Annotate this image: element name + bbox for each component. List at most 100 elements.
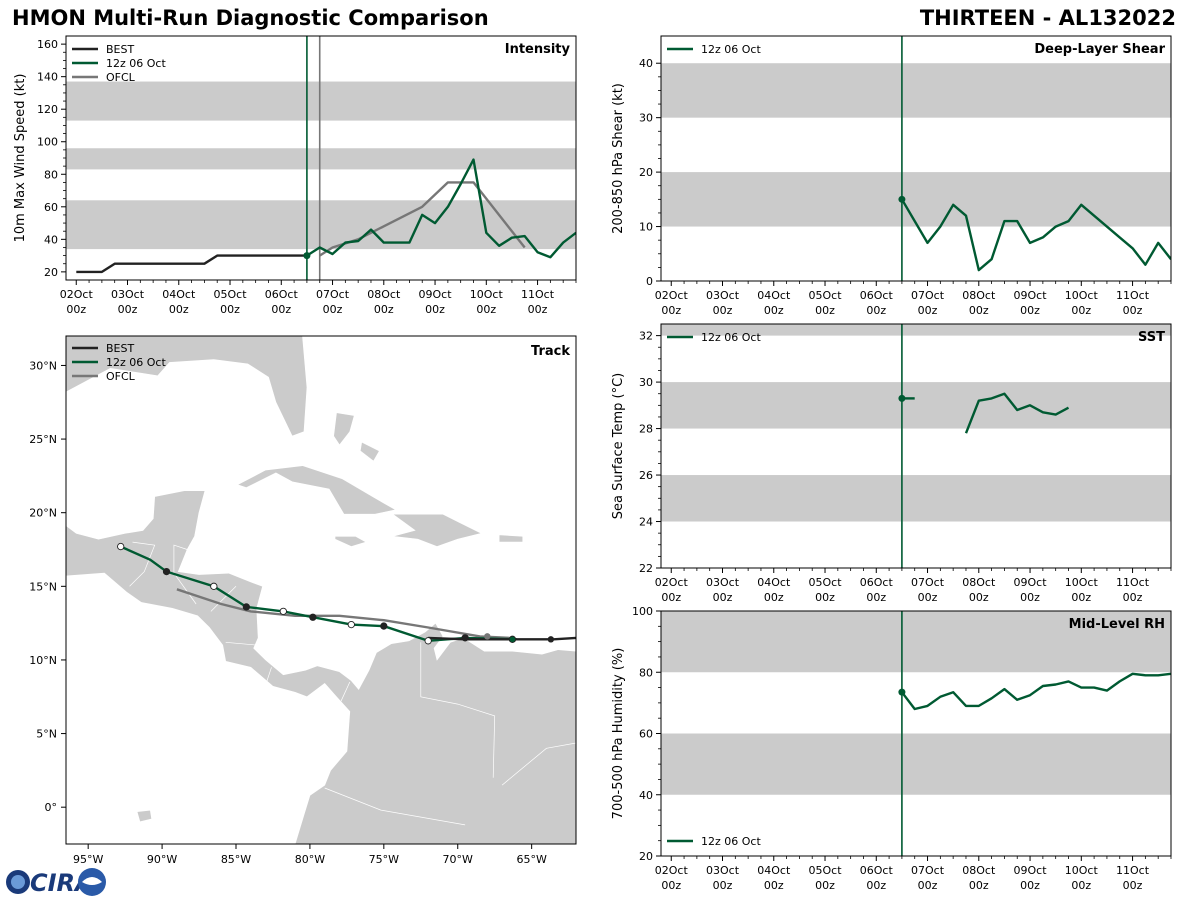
intensity-xtick-label: 06Oct <box>265 288 299 301</box>
sst-ytick-label: 24 <box>639 516 653 529</box>
sst-xtick-label: 03Oct <box>706 576 740 589</box>
intensity-xtick-label: 03Oct <box>111 288 145 301</box>
sst-xtick-label: 02Oct <box>655 576 689 589</box>
intensity-xtick-sublabel: 00z <box>476 303 496 316</box>
shear-init-point <box>898 195 906 203</box>
intensity-init-point <box>303 252 311 260</box>
track-ytick-label: 0° <box>45 801 58 814</box>
sst-ytick-label: 32 <box>639 330 653 343</box>
rh-xtick-sublabel: 00z <box>969 879 989 892</box>
track-land <box>66 336 576 844</box>
sst-xtick-label: 07Oct <box>911 576 945 589</box>
sst-xtick-label: 04Oct <box>757 576 791 589</box>
rh-xtick-sublabel: 00z <box>866 879 886 892</box>
shear-xtick-sublabel: 00z <box>764 304 784 317</box>
shear-xtick-label: 06Oct <box>860 289 894 302</box>
country-border <box>265 667 272 686</box>
track-model-point <box>424 637 432 645</box>
sst-xtick-label: 06Oct <box>860 576 894 589</box>
rh-xtick-label: 11Oct <box>1116 864 1150 877</box>
track-model-point <box>242 603 250 611</box>
shear-xtick-label: 07Oct <box>911 289 945 302</box>
rh-xtick-sublabel: 00z <box>918 879 938 892</box>
country-border <box>225 641 259 646</box>
rh-xtick-label: 08Oct <box>962 864 996 877</box>
track-xtick-label: 85°W <box>221 853 251 866</box>
galapagos-land <box>136 809 153 823</box>
intensity-series-group <box>76 158 576 274</box>
country-border <box>173 572 197 605</box>
track-ofcl-line <box>176 588 510 640</box>
bahamas-land <box>333 412 355 446</box>
track-legend-label: OFCL <box>106 370 136 383</box>
sst-xtick-label: 05Oct <box>809 576 843 589</box>
rh-xtick-label: 02Oct <box>655 864 689 877</box>
rh-xtick-sublabel: 00z <box>713 879 733 892</box>
rh-xtick-label: 07Oct <box>911 864 945 877</box>
track-model-point <box>279 607 287 616</box>
track-model-point <box>461 634 469 642</box>
sst-xtick-sublabel: 00z <box>764 591 784 604</box>
rh-ytick-label: 20 <box>639 850 653 863</box>
shear-xtick-sublabel: 00z <box>1020 304 1040 317</box>
shear-xtick-label: 04Oct <box>757 289 791 302</box>
rh-threshold-band <box>661 611 1171 673</box>
shear-xtick-sublabel: 00z <box>1071 304 1091 317</box>
north-america-land <box>66 336 308 437</box>
sst-ylabel: Sea Surface Temp (°C) <box>611 373 626 520</box>
intensity-threshold-band <box>66 148 576 170</box>
sst-threshold-band <box>661 324 1171 336</box>
shear-xtick-label: 11Oct <box>1116 289 1150 302</box>
track-panel: 95°W 90°W 85°W 80°W 75°W 70°W 65°W 0° 5°N 10°N 15°… <box>29 335 577 866</box>
cira-logo: CIRA <box>6 868 106 897</box>
shear-xtick-label: 09Oct <box>1014 289 1048 302</box>
rh-ytick-label: 40 <box>639 789 653 802</box>
rh-xtick-label: 05Oct <box>809 864 843 877</box>
intensity-ytick-label: 20 <box>44 266 58 279</box>
sst-panel-title: SST <box>1138 330 1165 345</box>
track-model-point <box>508 635 517 643</box>
track-model-point <box>347 620 355 629</box>
intensity-ytick-label: 140 <box>37 71 58 84</box>
rh-ylabel: 700-500 hPa Humidity (%) <box>611 648 626 820</box>
rh-xtick-sublabel: 00z <box>815 879 835 892</box>
sst-xtick-sublabel: 00z <box>1123 591 1143 604</box>
shear-panel: 0 10 20 30 40 02Oct 00z 03Oct 00z 04Oct 00z 05Oct 00… <box>611 35 1172 317</box>
intensity-ytick-label: 40 <box>44 233 58 246</box>
track-best-line <box>428 636 576 641</box>
track-model-point <box>210 582 218 590</box>
intensity-xtick-label: 10Oct <box>470 288 504 301</box>
track-model-point <box>380 622 388 630</box>
puerto-rico-land <box>498 534 524 543</box>
track-model-point <box>117 542 125 551</box>
sst-xtick-label: 11Oct <box>1116 576 1150 589</box>
sst-xtick-label: 08Oct <box>962 576 996 589</box>
sst-ytick-label: 28 <box>639 423 653 436</box>
rh-threshold-band <box>661 733 1171 795</box>
intensity-xtick-label: 09Oct <box>419 288 453 301</box>
rh-legend-label: 12z 06 Oct <box>701 835 761 848</box>
country-border <box>420 642 496 778</box>
sst-threshold-band <box>661 475 1171 522</box>
rh-xtick-sublabel: 00z <box>1123 879 1143 892</box>
sst-legend-label: 12z 06 Oct <box>701 331 761 344</box>
rh-init-point <box>898 688 906 696</box>
intensity-ylabel: 10m Max Wind Speed (kt) <box>13 74 28 243</box>
country-border <box>173 544 188 574</box>
cuba-land <box>236 465 397 515</box>
sst-ytick-label: 26 <box>639 469 653 482</box>
shear-ytick-label: 10 <box>639 221 653 234</box>
rh-xtick-label: 03Oct <box>706 864 740 877</box>
intensity-xtick-label: 05Oct <box>214 288 248 301</box>
mexico-central-america-land <box>66 490 576 844</box>
sst-xtick-sublabel: 00z <box>713 591 733 604</box>
track-xtick-label: 65°W <box>516 853 546 866</box>
shear-series-group <box>900 198 1171 272</box>
track-legend-label: BEST <box>106 342 134 355</box>
rh-xtick-label: 04Oct <box>757 864 791 877</box>
intensity-xtick-sublabel: 00z <box>528 303 548 316</box>
shear-legend-label: 12z 06 Oct <box>701 43 761 56</box>
track-xtick-label: 90°W <box>147 853 177 866</box>
intensity-xtick-sublabel: 00z <box>323 303 343 316</box>
rh-series-group <box>900 672 1171 711</box>
